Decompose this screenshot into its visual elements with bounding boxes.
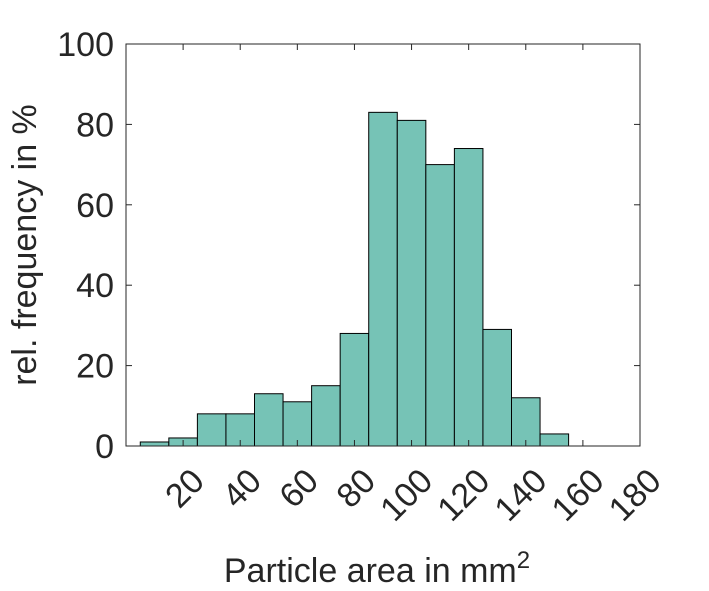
x-tick-label: 120	[430, 462, 497, 529]
y-tick-label: 100	[57, 26, 114, 64]
y-tick-label: 40	[76, 267, 114, 305]
y-tick-label: 20	[76, 348, 114, 386]
x-axis-label: Particle area in mm2	[224, 547, 530, 590]
x-tick-label: 140	[487, 462, 554, 529]
histogram-bar	[339, 332, 370, 447]
y-axis: 0 20 40 60 80 100	[57, 26, 640, 466]
histogram-bar	[482, 328, 513, 447]
histogram-bar	[139, 441, 170, 447]
x-tick-label: 100	[373, 462, 440, 529]
plot-frame	[125, 43, 641, 447]
x-tick-label: 160	[545, 462, 612, 529]
histogram-bar	[311, 385, 341, 447]
x-tick-label: 60	[272, 462, 326, 516]
x-tick-label: 20	[158, 462, 212, 516]
histogram-bar	[425, 164, 455, 447]
x-tick-label: 40	[215, 462, 269, 516]
y-axis-label: rel. frequency in %	[6, 104, 44, 386]
histogram-bar	[539, 433, 570, 447]
histogram-bar	[254, 393, 284, 447]
x-tick-label: 80	[329, 462, 383, 516]
histogram-bar	[282, 401, 313, 447]
histogram-bar	[453, 148, 484, 447]
histogram-bar	[368, 111, 398, 447]
bars-group	[139, 111, 570, 447]
histogram-bar	[396, 119, 427, 447]
histogram-bar	[196, 413, 227, 447]
y-tick-label: 0	[95, 428, 114, 466]
x-axis-label-superscript: 2	[517, 547, 530, 574]
histogram-bar	[511, 397, 541, 447]
y-tick-label: 80	[76, 106, 114, 144]
x-tick-label: 180	[602, 462, 669, 529]
y-tick-label: 60	[76, 187, 114, 225]
x-axis-label-text: Particle area in mm	[224, 552, 517, 590]
